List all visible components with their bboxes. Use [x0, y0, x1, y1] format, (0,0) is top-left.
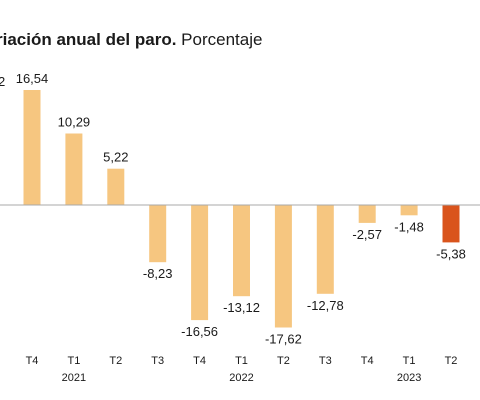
year-label-2022: 2022	[229, 372, 253, 384]
x-tick-label-1: T1	[67, 355, 80, 367]
bar-3	[149, 205, 167, 263]
value-label-3: -8,23	[143, 266, 173, 281]
value-label-5: -13,12	[223, 300, 260, 315]
value-label-9: -1,48	[394, 219, 424, 234]
value-label-2: 5,22	[103, 150, 128, 165]
value-label-10: -5,38	[436, 246, 466, 261]
bar-6	[274, 205, 292, 328]
x-tick-label-7: T3	[319, 355, 332, 367]
x-tick-label-5: T1	[235, 355, 248, 367]
bar-10	[442, 205, 460, 243]
value-label-1: 10,29	[58, 115, 91, 130]
x-tick-label-0: T4	[26, 355, 39, 367]
value-label-4: -16,56	[181, 324, 218, 339]
bar-5	[233, 205, 250, 297]
chart-title-bold: riación anual del paro.	[0, 30, 177, 49]
x-tick-label-3: T3	[151, 355, 164, 367]
bar-7	[316, 205, 334, 294]
chart-title-unit: Porcentaje	[181, 30, 263, 49]
year-label-2021: 2021	[62, 372, 86, 384]
x-tick-label-2: T2	[109, 355, 122, 367]
bar-2	[107, 168, 125, 205]
bar-9	[400, 205, 418, 216]
value-label-0: 16,54	[16, 71, 49, 86]
value-label-6: -17,62	[265, 332, 302, 347]
value-label-8: -2,57	[352, 227, 382, 242]
x-axis-ticks-group: T4 T1 T2 T3 T4 T1 T2 T3 T4 T1 T2 2021 2022 2023	[26, 355, 458, 384]
x-tick-label-10: T2	[445, 355, 458, 367]
x-tick-label-8: T4	[361, 355, 374, 367]
x-tick-label-9: T1	[403, 355, 416, 367]
bars-group	[23, 90, 460, 328]
chart-title: riación anual del paro. Porcentaje	[0, 30, 262, 50]
x-tick-label-4: T4	[193, 355, 206, 367]
x-tick-label-6: T2	[277, 355, 290, 367]
bar-4	[191, 205, 209, 321]
bar-0	[23, 90, 41, 205]
value-label-7: -12,78	[307, 298, 344, 313]
value-labels-group: 16,54 10,29 5,22 -8,23 -16,56 -13,12 -17,62 -12…	[16, 71, 466, 347]
bar-8	[358, 205, 376, 223]
bar-1	[65, 133, 83, 205]
cut-value-label: 2	[0, 74, 5, 89]
year-label-2023: 2023	[397, 372, 421, 384]
